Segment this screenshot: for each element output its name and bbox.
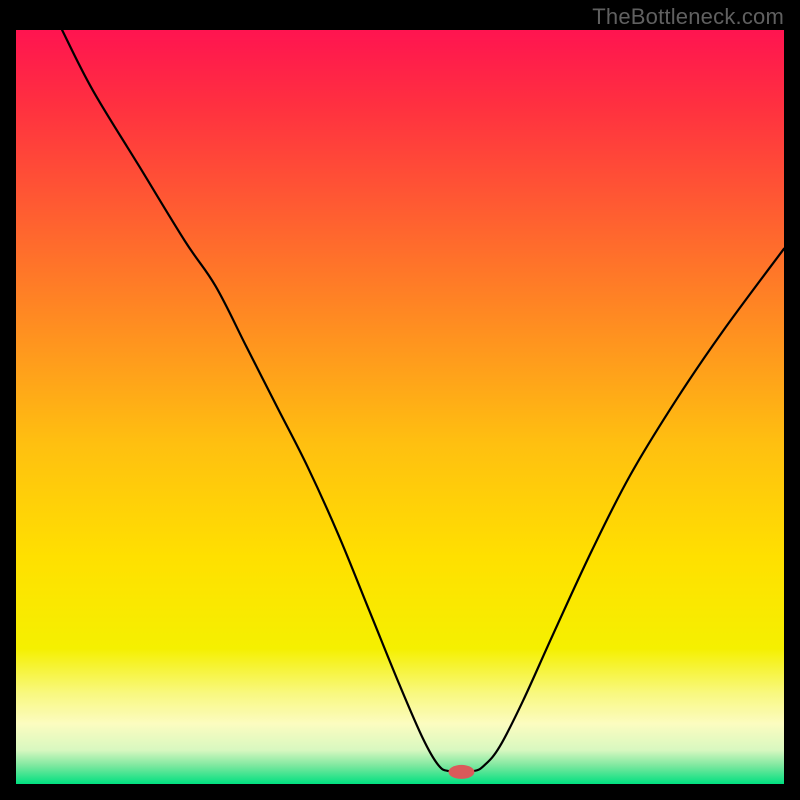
- gradient-fill: [16, 30, 784, 784]
- chart-frame: TheBottleneck.com: [0, 0, 800, 800]
- bottleneck-chart: [0, 0, 800, 800]
- optimal-marker: [448, 765, 474, 779]
